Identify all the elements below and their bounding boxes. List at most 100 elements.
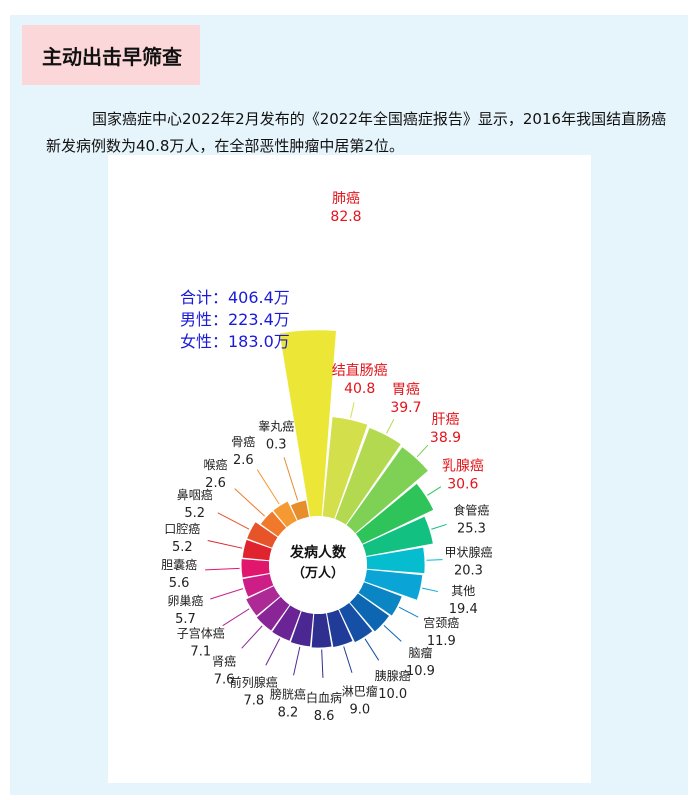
label-name-骨癌: 骨癌	[231, 434, 255, 449]
bar-白血病	[311, 613, 332, 648]
label-name-卵巢癌: 卵巢癌	[167, 593, 203, 608]
label-value-淋巴瘤: 9.0	[349, 703, 370, 718]
leader-line-骨癌	[256, 469, 280, 505]
bar-肺癌	[279, 330, 337, 517]
leader-line-鼻咽癌	[217, 512, 250, 530]
label-value-鼻咽癌: 5.2	[184, 506, 205, 521]
label-name-前列腺癌: 前列腺癌	[230, 674, 278, 689]
label-name-肺癌: 肺癌	[332, 191, 360, 207]
leader-line-子宫体癌	[222, 608, 250, 627]
label-value-膀胱癌: 8.2	[278, 706, 299, 721]
bar-group	[241, 330, 434, 648]
label-value-胃癌: 39.7	[390, 400, 421, 416]
label-group: 肺癌 82.8 结直肠癌 40.8 胃癌 39.7 肝癌 38.9 乳腺癌 30.6 食管癌 25.3…	[161, 191, 492, 724]
label-name-膀胱癌: 膀胱癌	[270, 687, 306, 702]
leader-line-食管癌	[431, 523, 447, 530]
label-name-食管癌: 食管癌	[453, 503, 489, 518]
leader-line-卵巢癌	[210, 588, 244, 600]
label-name-肝癌: 肝癌	[432, 412, 460, 428]
bar-乳腺癌	[355, 483, 434, 544]
label-value-肝癌: 38.9	[430, 430, 461, 446]
bar-胰腺癌	[339, 602, 373, 643]
bar-肾癌	[256, 596, 290, 631]
label-value-乳腺癌: 30.6	[447, 477, 478, 493]
label-name-胰腺癌: 胰腺癌	[375, 668, 411, 683]
leader-line-结直肠癌	[350, 402, 355, 419]
label-name-其他: 其他	[451, 584, 475, 598]
label-value-脑瘤: 10.9	[406, 664, 435, 679]
bar-骨癌	[273, 501, 297, 528]
leader-line-喉癌	[234, 488, 266, 517]
label-name-脑瘤: 脑瘤	[408, 645, 432, 660]
label-value-结直肠癌: 40.8	[344, 381, 375, 397]
bar-卵巢癌	[242, 574, 274, 597]
label-name-肾癌: 肾癌	[212, 653, 236, 668]
leader-line-胰腺癌	[364, 638, 380, 661]
label-value-喉癌: 2.6	[205, 476, 226, 491]
bar-肝癌	[346, 447, 428, 534]
center-circle	[269, 516, 367, 614]
leader-line-胆囊癌	[205, 567, 240, 571]
bar-胃癌	[335, 427, 401, 525]
leader-line-乳腺癌	[427, 486, 442, 496]
label-name-宫颈癌: 宫颈癌	[423, 615, 459, 630]
bar-其他	[364, 569, 423, 600]
label-value-骨癌: 2.6	[233, 453, 254, 468]
bar-前列腺癌	[272, 605, 301, 641]
leader-line-膀胱癌	[293, 646, 301, 676]
label-name-鼻咽癌: 鼻咽癌	[177, 487, 213, 502]
leader-line-group	[205, 402, 447, 678]
label-value-胆囊癌: 5.6	[169, 576, 190, 591]
leader-line-甲状腺癌	[426, 559, 443, 561]
leader-line-肝癌	[416, 444, 429, 458]
label-name-喉癌: 喉癌	[204, 457, 228, 472]
label-name-口腔癌: 口腔癌	[164, 521, 200, 536]
intro-paragraph: 国家癌症中心2022年2月发布的《2022年全国癌症报告》显示，2016年我国结…	[46, 110, 667, 155]
bar-口腔癌	[242, 539, 272, 561]
bar-结直肠癌	[322, 417, 368, 519]
bar-膀胱癌	[290, 611, 314, 647]
summary-female: 女性：183.0万	[180, 332, 290, 351]
leader-line-脑瘤	[383, 624, 402, 642]
bar-睾丸癌	[290, 500, 309, 521]
summary-male: 男性：223.4万	[180, 310, 290, 329]
label-value-肾癌: 7.6	[214, 672, 235, 687]
label-name-胆囊癌: 胆囊癌	[161, 557, 197, 572]
label-value-食管癌: 25.3	[457, 522, 486, 537]
bar-鼻咽癌	[247, 522, 278, 548]
label-value-胰腺癌: 10.0	[378, 687, 407, 702]
summary-totals: 合计：406.4万 男性：223.4万 女性：183.0万	[180, 288, 290, 351]
summary-total: 合计：406.4万	[180, 288, 290, 307]
label-name-结直肠癌: 结直肠癌	[332, 362, 388, 379]
leader-line-前列腺癌	[265, 638, 281, 666]
label-value-卵巢癌: 5.7	[175, 612, 196, 627]
bar-脑瘤	[349, 593, 390, 632]
label-value-子宫体癌: 7.1	[190, 645, 211, 660]
leader-line-胃癌	[386, 418, 395, 434]
polar-bar-chart: 肺癌 82.8 结直肠癌 40.8 胃癌 39.7 肝癌 38.9 乳腺癌 30.6 食管癌 25.3…	[161, 191, 492, 724]
bar-宫颈癌	[358, 582, 402, 616]
leader-line-白血病	[321, 649, 324, 678]
bar-食管癌	[362, 516, 433, 556]
label-name-白血病: 白血病	[306, 690, 342, 705]
center-label-unit: （万人）	[292, 565, 344, 581]
leader-line-睾丸癌	[283, 457, 299, 501]
bar-甲状腺癌	[366, 547, 425, 574]
bar-淋巴瘤	[327, 609, 353, 648]
label-value-口腔癌: 5.2	[172, 540, 193, 555]
center-label-title: 发病人数	[289, 544, 347, 561]
label-value-睾丸癌: 0.3	[266, 437, 287, 452]
label-name-淋巴瘤: 淋巴瘤	[342, 684, 378, 699]
label-name-甲状腺癌: 甲状腺癌	[444, 544, 492, 559]
label-name-胃癌: 胃癌	[392, 382, 420, 398]
label-name-乳腺癌: 乳腺癌	[442, 459, 484, 475]
leader-line-肾癌	[241, 625, 263, 649]
label-value-肺癌: 82.8	[330, 209, 361, 225]
leader-line-淋巴瘤	[343, 646, 353, 673]
chart-card: 肺癌 82.8 结直肠癌 40.8 胃癌 39.7 肝癌 38.9 乳腺癌 30.6 食管癌 25.3…	[108, 155, 591, 783]
bar-子宫体癌	[246, 586, 281, 616]
label-name-睾丸癌: 睾丸癌	[258, 418, 294, 433]
bar-喉癌	[260, 511, 287, 537]
bar-胆囊癌	[241, 559, 270, 578]
leader-line-其他	[422, 587, 438, 593]
